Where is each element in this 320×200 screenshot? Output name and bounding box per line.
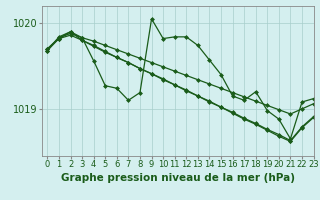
X-axis label: Graphe pression niveau de la mer (hPa): Graphe pression niveau de la mer (hPa) [60,173,295,183]
